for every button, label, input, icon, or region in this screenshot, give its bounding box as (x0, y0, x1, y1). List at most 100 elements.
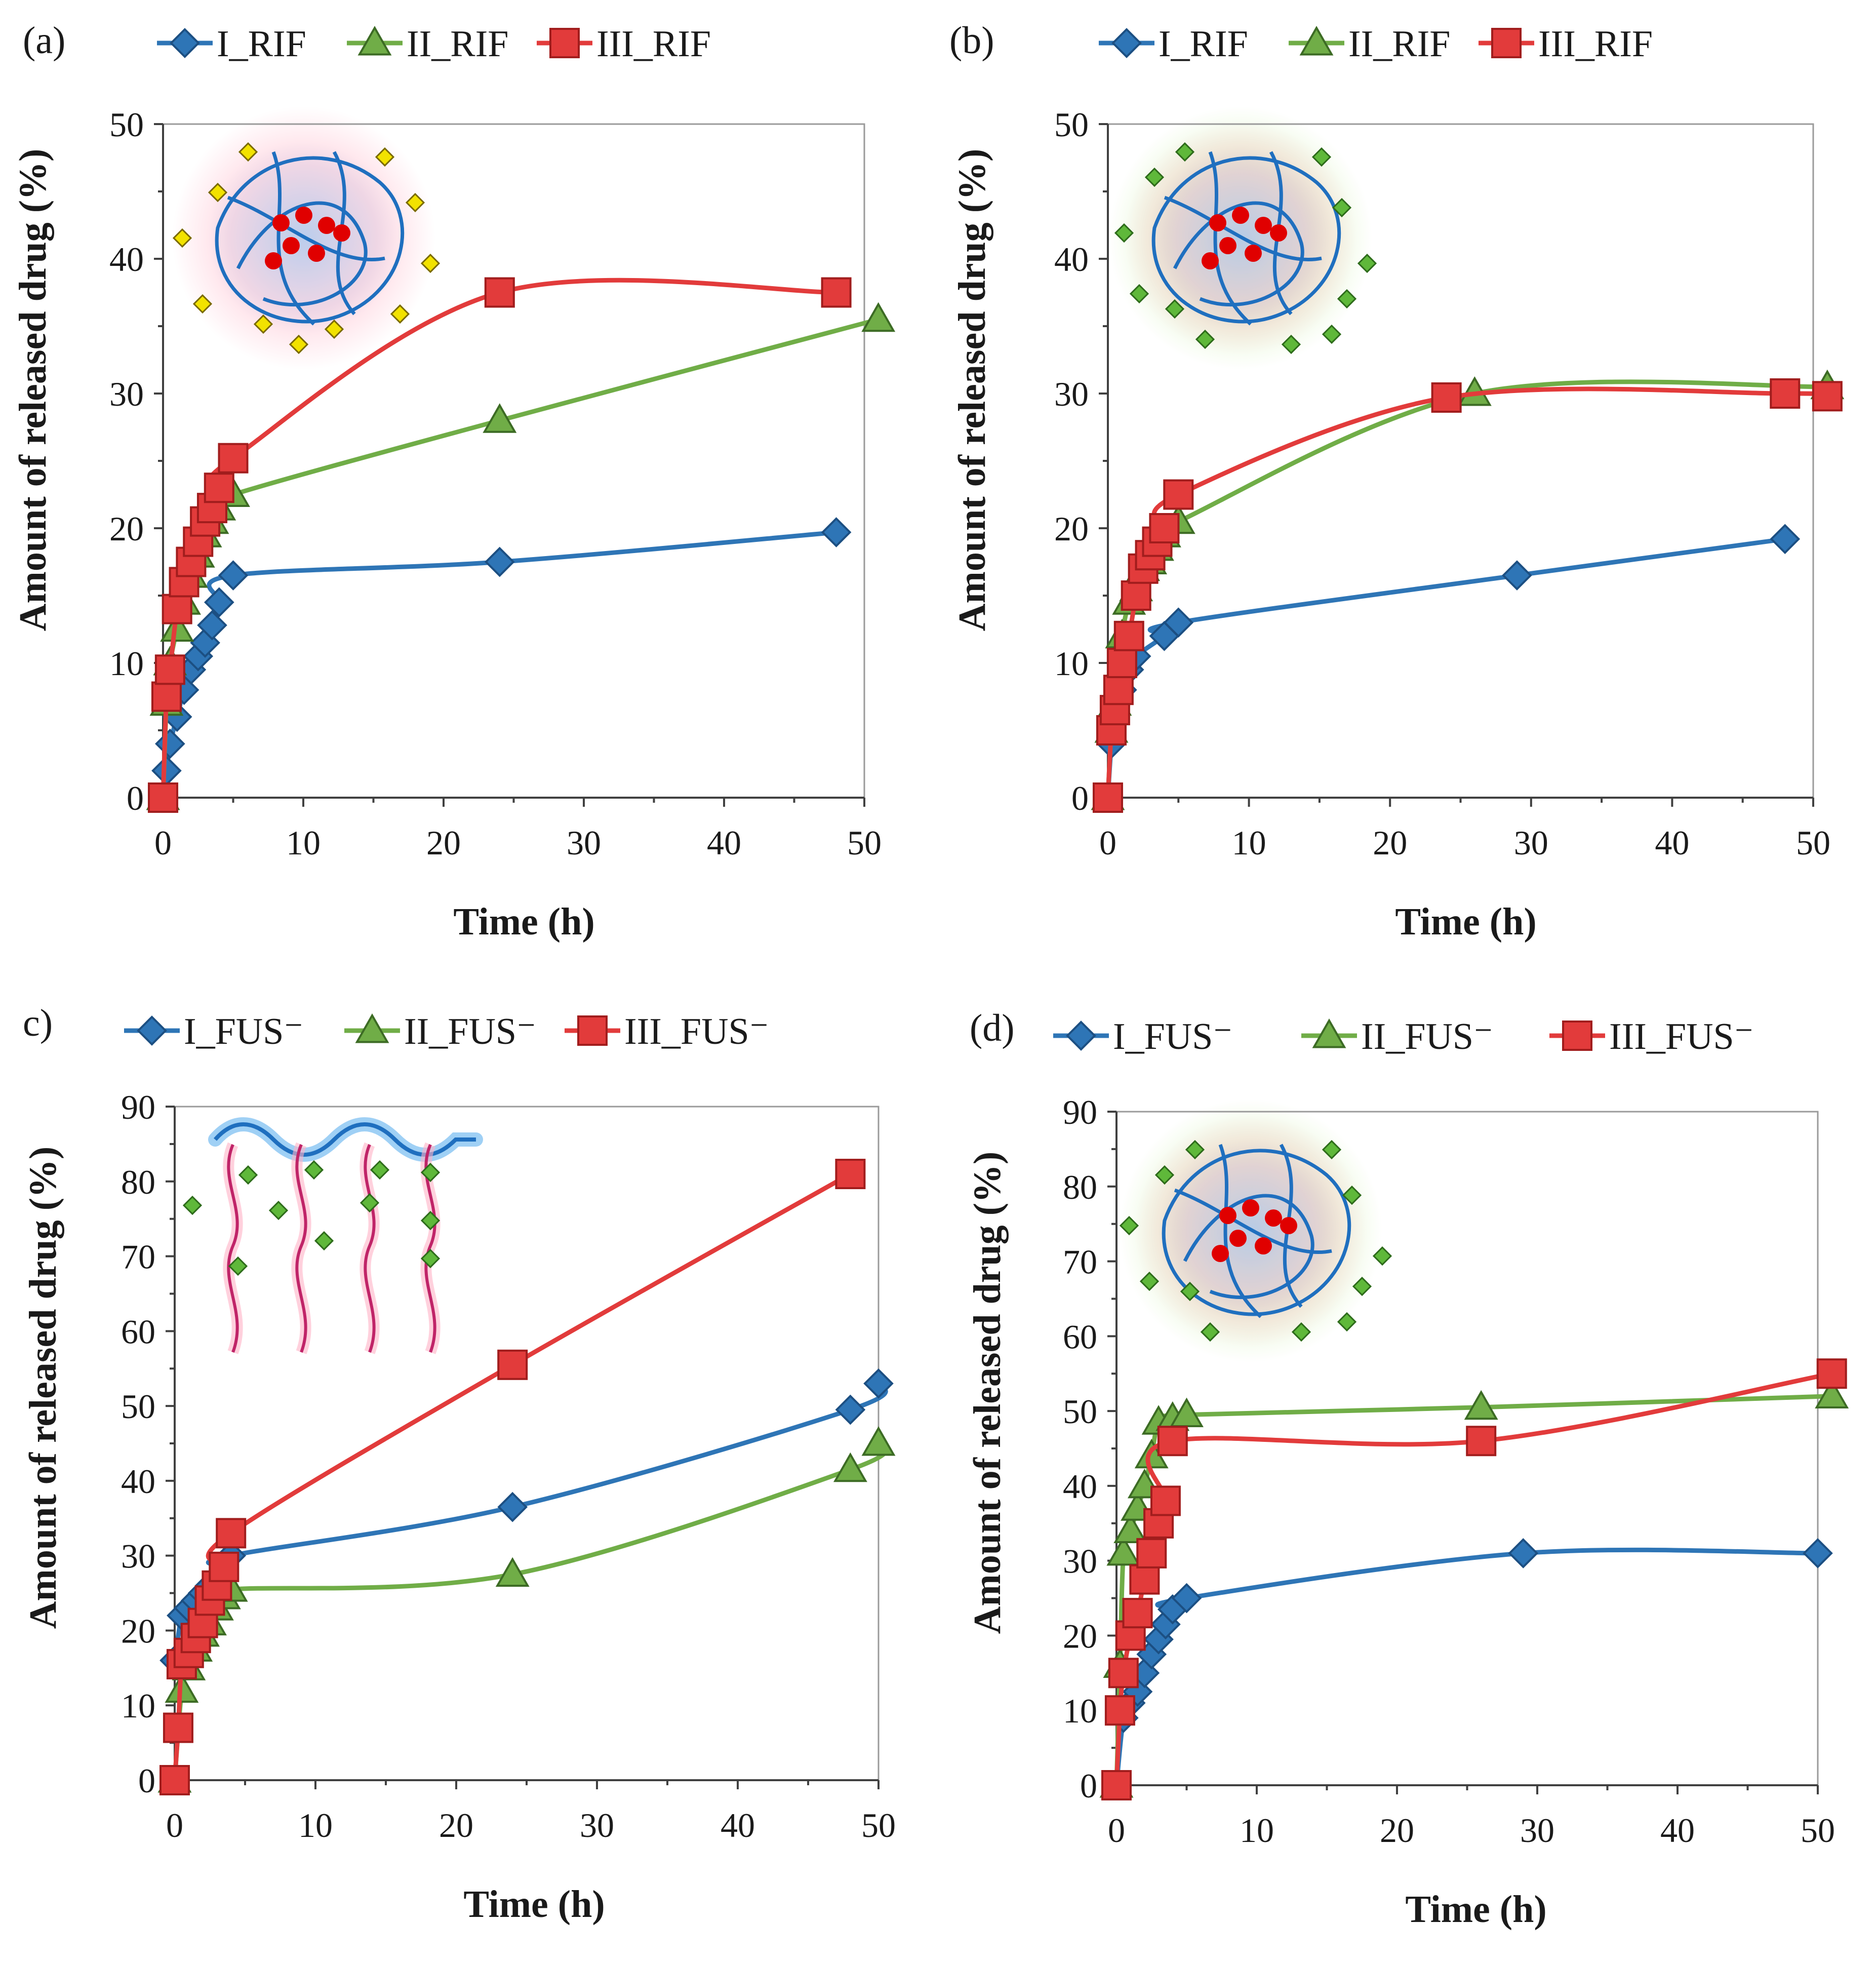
y-tick-label: 0 (1071, 779, 1089, 817)
data-point (1464, 1390, 1498, 1420)
plot-area: 0 10 20 30 40 50 60 70 80 90 0 10 20 30 40 50 (1063, 1093, 1849, 1850)
legend-label: II_FUS⁻ (404, 1011, 536, 1052)
legend-marker (170, 28, 200, 58)
data-point (154, 654, 185, 685)
data-point (1121, 580, 1151, 611)
data-point (495, 1557, 530, 1587)
x-tick-label: 40 (707, 823, 741, 862)
legend-item-i-rif: I_RIF (157, 23, 306, 65)
legend-marker (357, 25, 392, 56)
y-tick-label: 10 (109, 644, 144, 683)
legend-label: I_FUS⁻ (1113, 1016, 1232, 1057)
y-tick-label: 10 (1054, 644, 1089, 683)
y-tick-label: 30 (1063, 1542, 1097, 1581)
y-axis-title: Amount of released drug (%) (951, 149, 993, 632)
series-3 (159, 1159, 866, 1795)
nanoparticle-inset (1119, 1099, 1392, 1362)
series-2 (1091, 369, 1845, 810)
y-tick-label: 0 (1080, 1767, 1097, 1805)
x-tick-label: 30 (567, 823, 601, 862)
x-tick-label: 0 (154, 823, 172, 862)
y-axis-title: Amount of released drug (%) (22, 1147, 64, 1629)
data-point (1508, 1538, 1539, 1568)
data-point (1113, 620, 1144, 651)
x-tick-label: 50 (861, 1806, 896, 1845)
data-point (1163, 479, 1194, 510)
x-axis-title: Time (h) (453, 900, 594, 943)
y-tick-label: 20 (121, 1612, 155, 1650)
drug-marker-icon (1114, 142, 1377, 355)
y-tick-label: 30 (1054, 375, 1089, 413)
data-point (155, 728, 185, 759)
data-point (483, 403, 517, 433)
legend-marker (1111, 28, 1142, 58)
data-point (160, 612, 194, 642)
x-axis-title: Time (h) (1405, 1888, 1546, 1931)
data-point (1122, 1598, 1153, 1629)
legend-marker (1066, 1021, 1096, 1051)
series-1 (148, 517, 852, 813)
series-2 (157, 1426, 896, 1793)
data-point (1157, 1426, 1188, 1457)
y-tick-label: 70 (121, 1238, 155, 1276)
data-point (1816, 1358, 1847, 1389)
legend-item-iii-rif: III_RIF (1479, 23, 1653, 65)
legend: I_RIF II_RIF III_RIF (157, 23, 711, 65)
data-point (497, 1349, 528, 1380)
legend-label: II_RIF (1348, 23, 1450, 65)
y-tick-label: 70 (1063, 1243, 1097, 1281)
y-tick-label: 20 (109, 509, 144, 548)
y-tick-label: 50 (121, 1387, 155, 1426)
x-tick-label: 50 (1801, 1811, 1835, 1850)
series-line (1114, 1547, 1818, 1786)
x-tick-label: 40 (721, 1806, 755, 1845)
panel-d: (d) I_FUS⁻ II_FUS⁻ III_FUS⁻ Amount of re… (966, 1007, 1849, 1931)
y-tick-label: 10 (1063, 1692, 1097, 1730)
y-axis-title: Amount of released drug (%) (966, 1152, 1009, 1634)
x-tick-label: 10 (298, 1806, 333, 1845)
x-tick-label: 0 (1108, 1811, 1125, 1850)
y-tick-label: 10 (121, 1686, 155, 1725)
data-point (1150, 1485, 1181, 1516)
plot-area: 0 10 20 30 40 50 60 70 80 90 0 10 20 30 40 50 (121, 1088, 896, 1845)
y-tick-label: 90 (1063, 1093, 1097, 1131)
data-point (216, 1518, 247, 1549)
y-tick-label: 40 (1054, 240, 1089, 279)
plot-area: 0 10 20 30 40 50 0 10 20 30 40 50 (1054, 105, 1845, 862)
panel-label: c) (23, 1002, 53, 1044)
x-tick-label: 30 (1514, 823, 1548, 862)
data-point (1103, 675, 1134, 705)
y-tick-label: 30 (121, 1537, 155, 1576)
data-point (821, 517, 852, 547)
y-tick-label: 30 (109, 375, 144, 413)
data-point (218, 560, 249, 591)
data-point (1770, 378, 1801, 409)
legend-label: II_FUS⁻ (1361, 1016, 1493, 1057)
legend-label: I_FUS⁻ (184, 1011, 303, 1052)
x-axis-title: Time (h) (1395, 900, 1536, 943)
y-axis-title: Amount of released drug (%) (12, 149, 54, 632)
x-tick-label: 20 (1373, 823, 1407, 862)
series-line (1105, 379, 1827, 798)
y-tick-label: 0 (127, 779, 144, 817)
y-tick-label: 60 (121, 1312, 155, 1351)
data-point (821, 277, 852, 308)
data-point (835, 1394, 866, 1425)
x-tick-label: 20 (439, 1806, 473, 1845)
data-point (484, 277, 515, 308)
legend-label: III_FUS⁻ (1609, 1016, 1754, 1057)
y-tick-label: 80 (121, 1163, 155, 1201)
data-point (197, 610, 227, 641)
data-point (833, 1452, 867, 1482)
legend: I_RIF II_RIF III_RIF (1099, 23, 1653, 65)
legend-marker (355, 1013, 389, 1043)
data-point (1163, 607, 1194, 638)
series-line (172, 1382, 888, 1661)
series-3 (148, 277, 852, 813)
data-point (1106, 648, 1137, 678)
legend-item-ii-fus: II_FUS⁻ (1301, 1016, 1493, 1057)
series-2 (1099, 1379, 1849, 1798)
x-tick-label: 0 (1099, 823, 1116, 862)
data-point (1803, 1538, 1833, 1568)
